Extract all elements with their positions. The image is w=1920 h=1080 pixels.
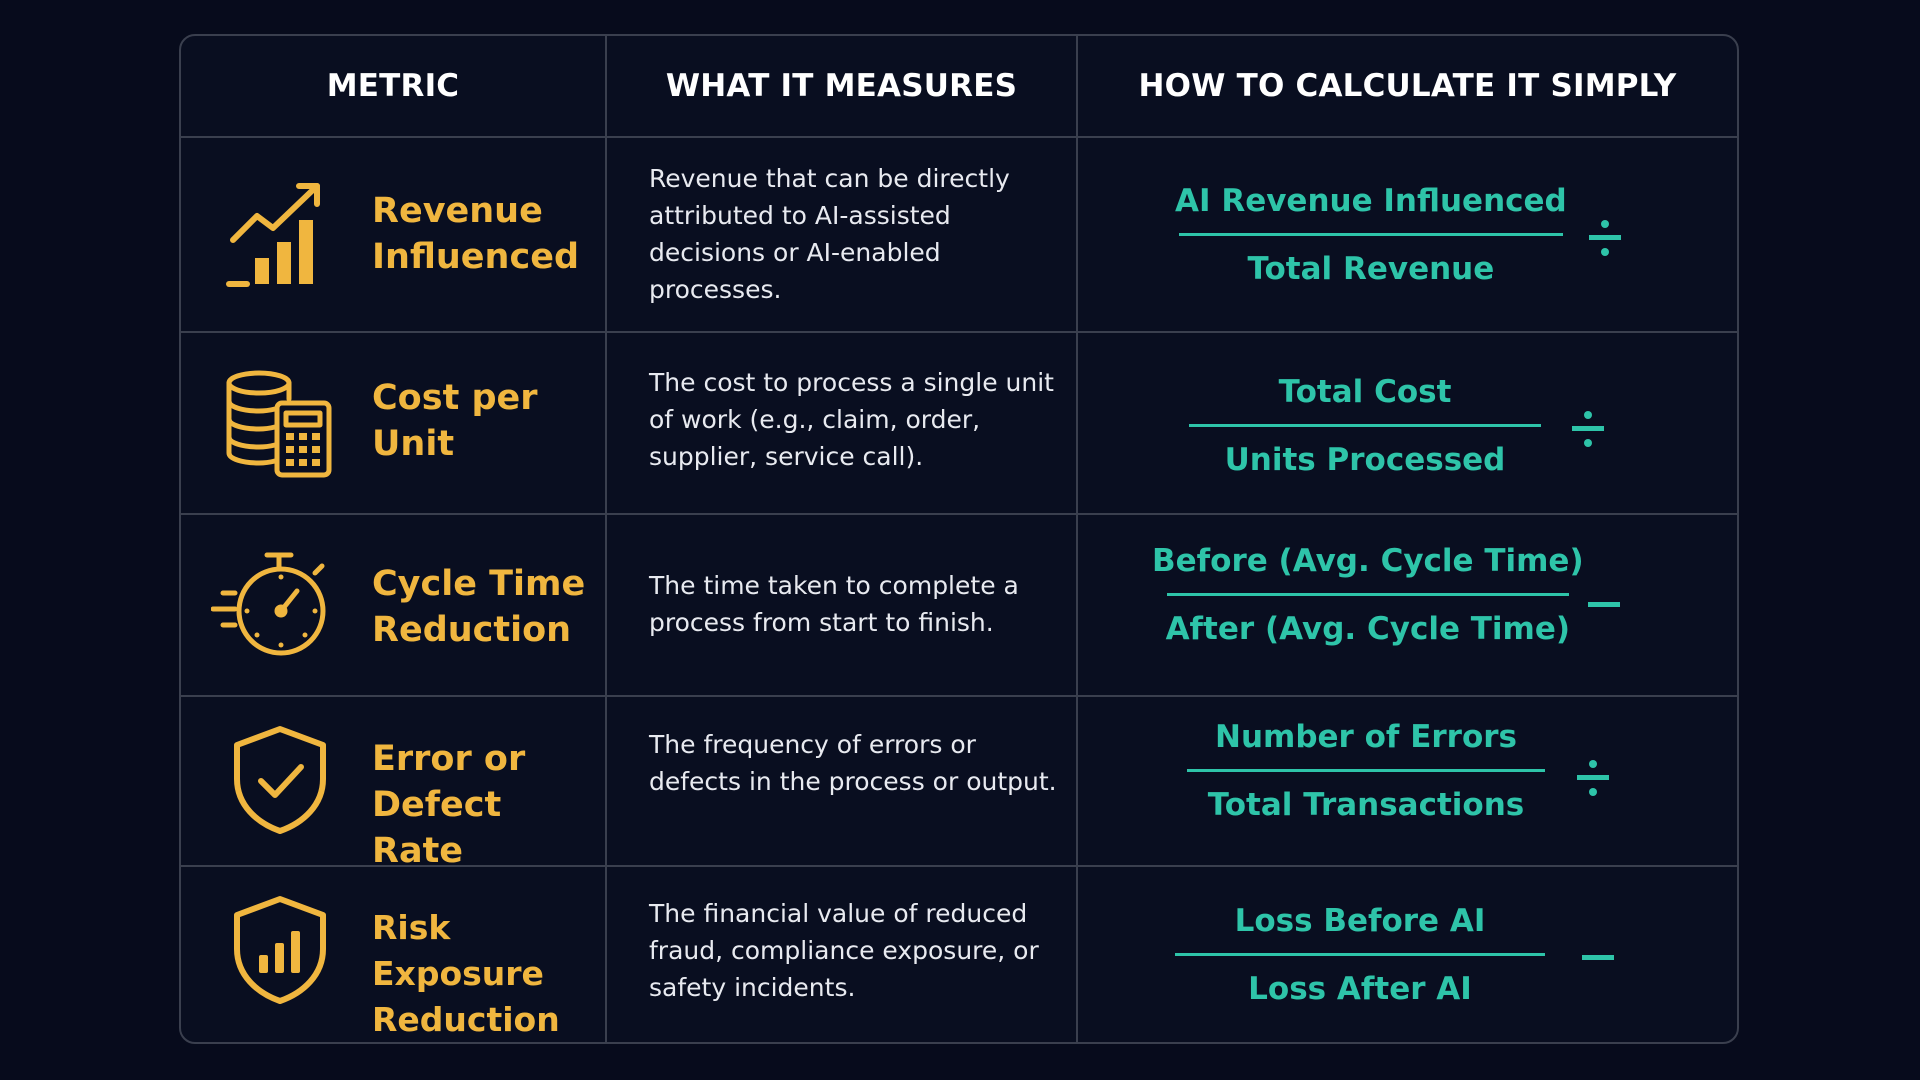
formula-fraction: AI Revenue Influenced Total Revenue: [1175, 182, 1567, 288]
formula-denominator: After (Avg. Cycle Time): [1165, 611, 1571, 647]
formula-cell-risk: Loss Before AI Loss After AI: [1078, 867, 1737, 1042]
divide-icon: [1570, 409, 1606, 449]
metric-name-line1: Risk Exposure: [372, 908, 544, 993]
header-calculate: HOW TO CALCULATE IT SIMPLY: [1078, 36, 1737, 138]
formula-numerator: Loss Before AI: [1234, 903, 1486, 939]
metric-description: The time taken to complete a process fro…: [649, 571, 1019, 637]
formula-fraction: Total Cost Units Processed: [1189, 373, 1541, 479]
metric-name-line2: Reduction: [372, 1000, 560, 1039]
growth-chart-icon: [225, 180, 335, 290]
metric-name: Revenue Influenced: [372, 188, 604, 280]
fraction-bar: [1175, 953, 1545, 956]
metric-cell-revenue: Revenue Influenced: [181, 138, 607, 333]
formula-numerator: Before (Avg. Cycle Time): [1152, 543, 1584, 579]
metric-cell-risk: Risk Exposure Reduction: [181, 867, 607, 1042]
metric-name-line2: Reduction: [372, 610, 572, 650]
metric-description: Revenue that can be directly attributed …: [649, 164, 1010, 304]
metrics-table: METRIC WHAT IT MEASURES HOW TO CALCULATE…: [179, 34, 1739, 1044]
shield-check-icon: [225, 725, 335, 835]
fraction-bar: [1187, 769, 1545, 772]
metric-name: Risk Exposure Reduction: [372, 905, 604, 1042]
metric-cell-error: Error or Defect Rate: [181, 697, 607, 871]
metrics-grid: METRIC WHAT IT MEASURES HOW TO CALCULATE…: [181, 36, 1737, 1042]
stopwatch-icon: [210, 551, 335, 661]
header-measures: WHAT IT MEASURES: [607, 36, 1078, 138]
metric-cell-cost: Cost per Unit: [181, 333, 607, 515]
description-cell-risk: The financial value of reduced fraud, co…: [607, 867, 1078, 1042]
formula-cell-revenue: AI Revenue Influenced Total Revenue: [1078, 138, 1737, 333]
metric-name-line2: Influenced: [372, 237, 579, 277]
metric-name-line1: Revenue: [372, 191, 543, 231]
metric-name-line2: Defect Rate: [372, 785, 502, 871]
formula-denominator: Total Revenue: [1247, 251, 1495, 287]
metric-name: Cost per Unit: [372, 375, 604, 467]
description-cell-error: The frequency of errors or defects in th…: [607, 697, 1078, 867]
metric-name-line2: Unit: [372, 424, 455, 464]
formula-fraction: Number of Errors Total Transactions: [1187, 718, 1545, 824]
fraction-bar: [1166, 593, 1569, 596]
formula-fraction: Loss Before AI Loss After AI: [1175, 902, 1545, 1008]
metric-name-line1: Cycle Time: [372, 564, 586, 604]
header-metric: METRIC: [181, 36, 607, 138]
description-cell-revenue: Revenue that can be directly attributed …: [607, 138, 1078, 333]
metric-description: The frequency of errors or defects in th…: [649, 730, 1057, 796]
formula-cell-error: Number of Errors Total Transactions: [1078, 697, 1737, 867]
description-cell-cost: The cost to process a single unit of wor…: [607, 333, 1078, 515]
formula-denominator: Loss After AI: [1248, 971, 1472, 1007]
metric-description: The cost to process a single unit of wor…: [649, 368, 1054, 471]
formula-cell-cost: Total Cost Units Processed: [1078, 333, 1737, 515]
metric-name-line1: Cost per: [372, 378, 538, 418]
coins-calculator-icon: [225, 369, 335, 479]
metric-name: Error or Defect Rate: [372, 736, 604, 874]
formula-denominator: Units Processed: [1224, 442, 1506, 478]
fraction-bar: [1189, 424, 1541, 427]
metric-cell-cycle: Cycle Time Reduction: [181, 515, 607, 697]
formula-fraction: Before (Avg. Cycle Time) After (Avg. Cyc…: [1152, 542, 1584, 648]
minus-icon: [1580, 938, 1616, 978]
metric-description: The financial value of reduced fraud, co…: [649, 899, 1039, 1002]
formula-denominator: Total Transactions: [1207, 787, 1525, 823]
metric-name: Cycle Time Reduction: [372, 561, 604, 653]
formula-numerator: AI Revenue Influenced: [1175, 183, 1567, 219]
formula-numerator: Total Cost: [1278, 374, 1452, 410]
description-cell-cycle: The time taken to complete a process fro…: [607, 515, 1078, 697]
formula-numerator: Number of Errors: [1215, 719, 1517, 755]
divide-icon: [1575, 758, 1611, 798]
divide-icon: [1587, 218, 1623, 258]
minus-icon: [1586, 585, 1622, 625]
formula-cell-cycle: Before (Avg. Cycle Time) After (Avg. Cyc…: [1078, 515, 1737, 697]
fraction-bar: [1178, 233, 1563, 236]
shield-chart-icon: [225, 895, 335, 1005]
metric-name-line1: Error or: [372, 739, 526, 779]
